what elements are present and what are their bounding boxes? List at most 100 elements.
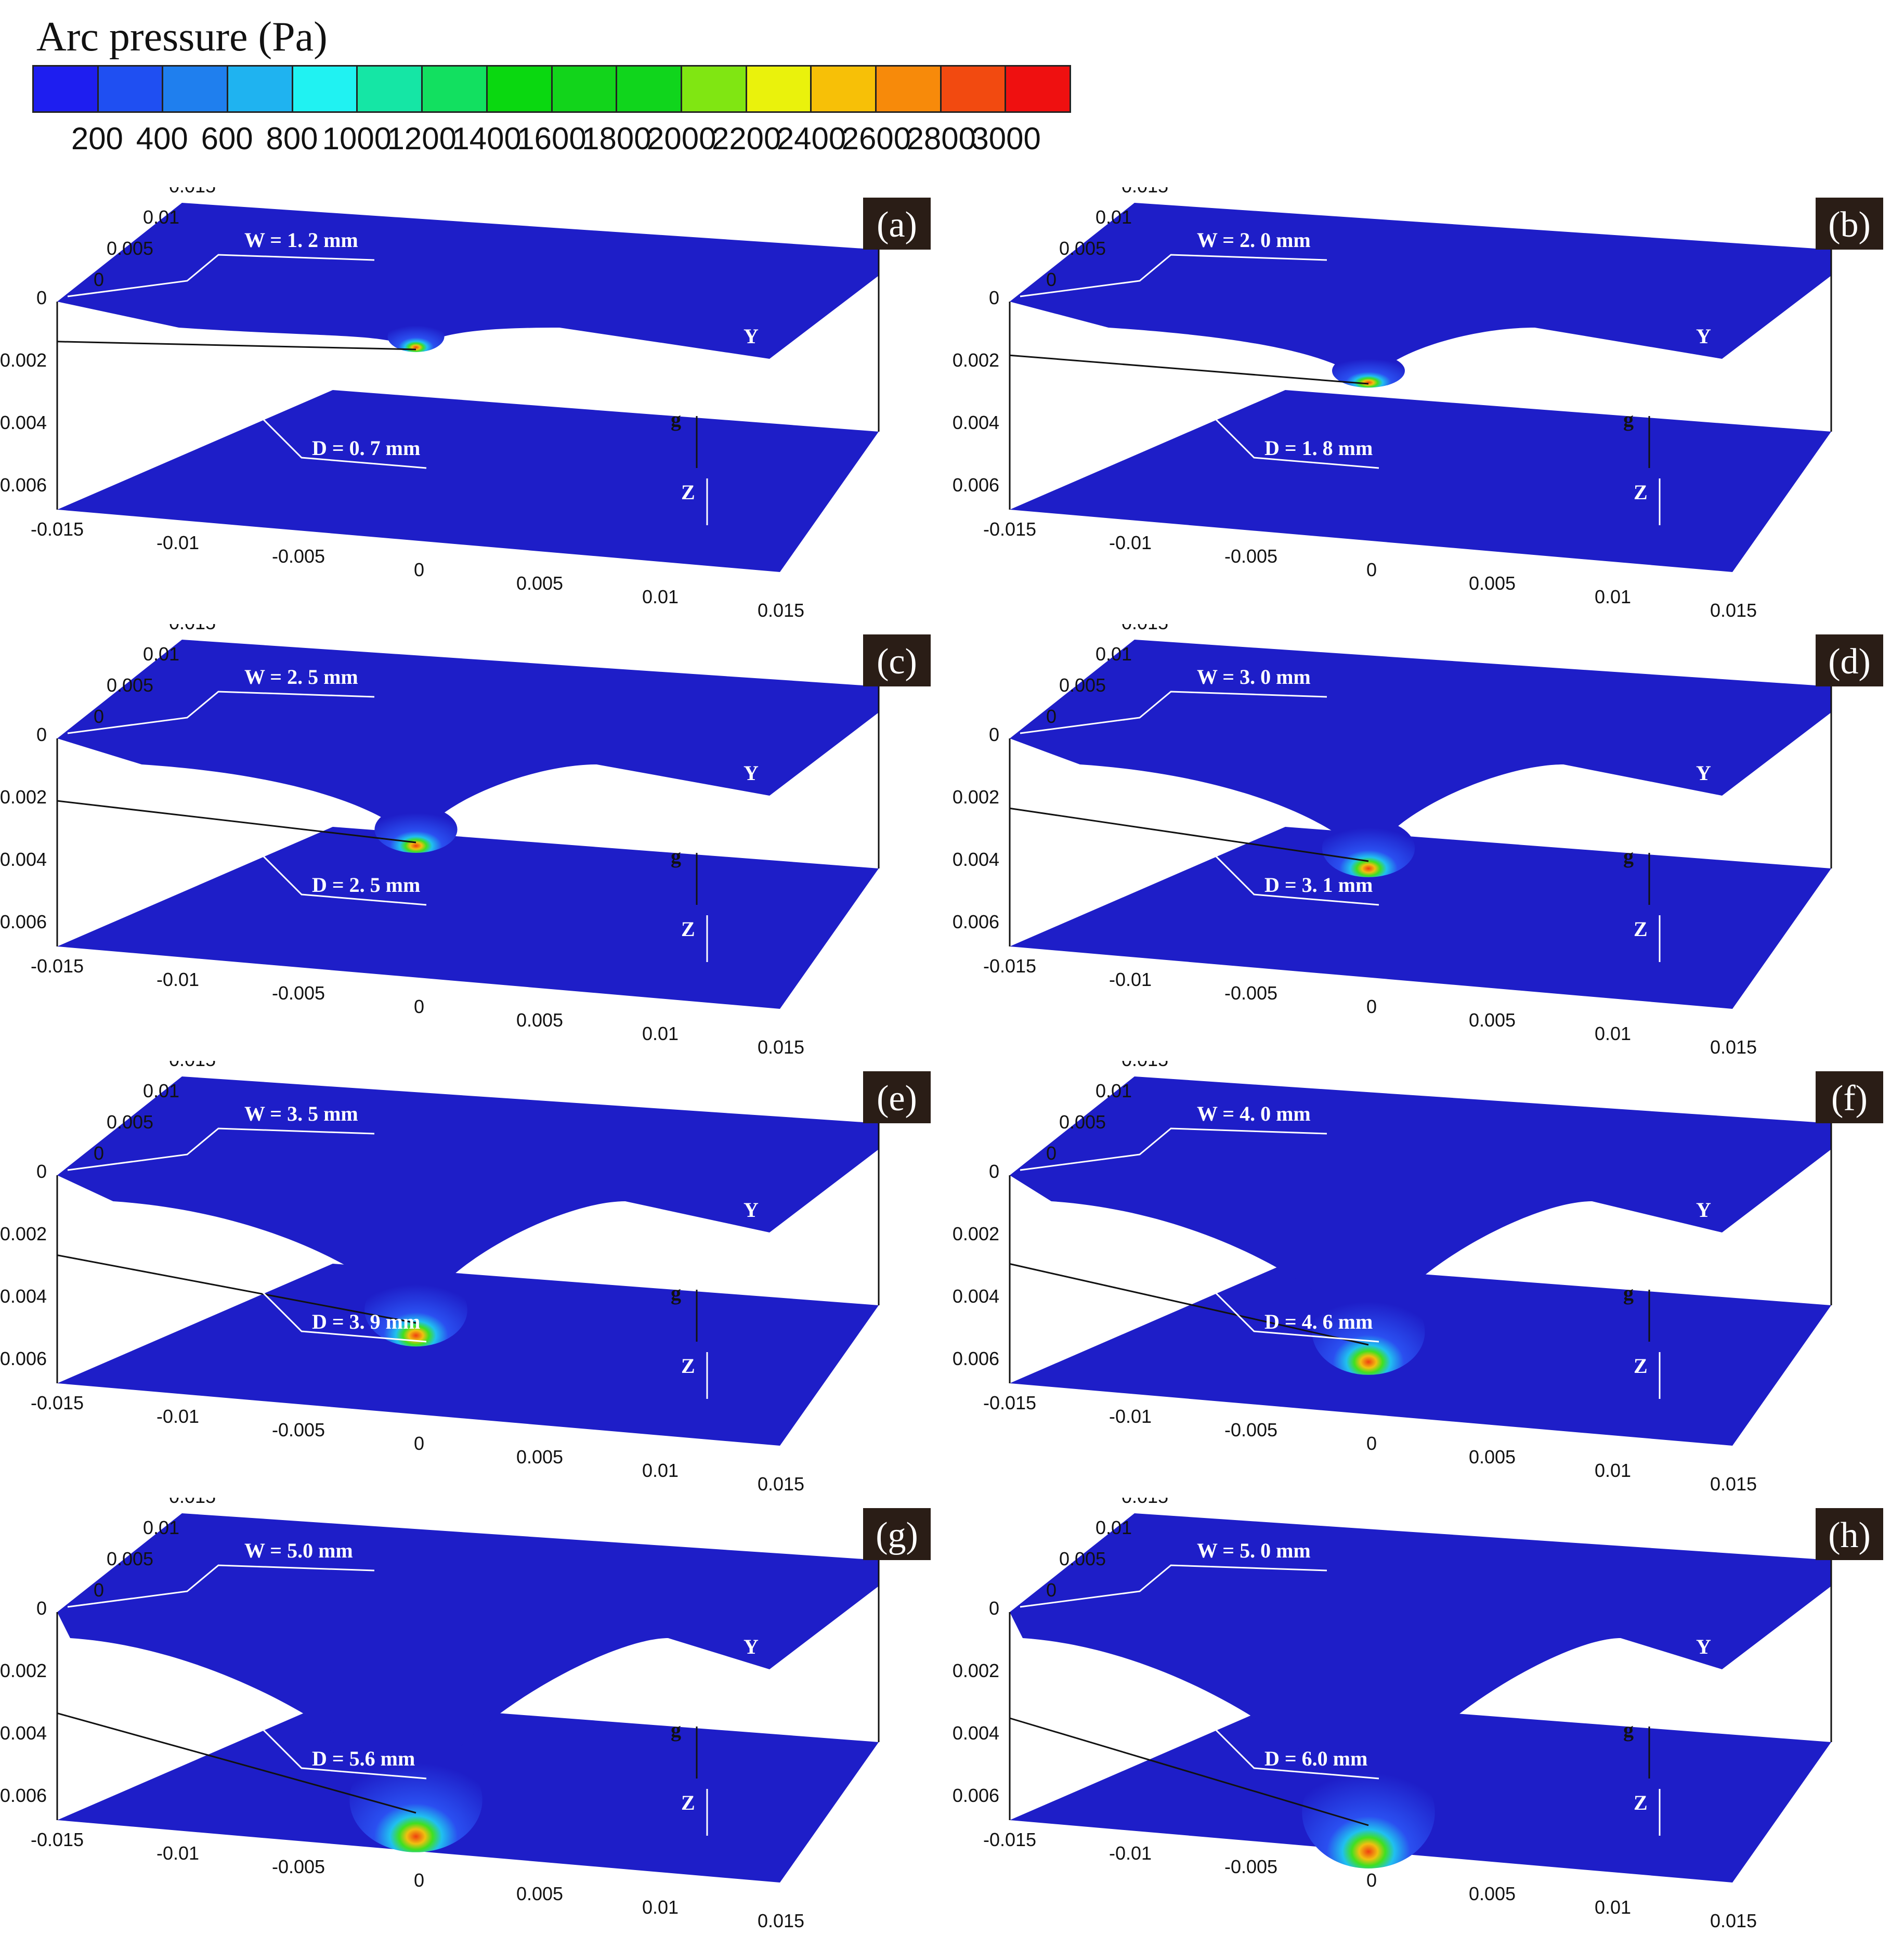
x-tick-label: -0.01 <box>157 1406 199 1427</box>
x-axis-arrow <box>707 1247 780 1254</box>
top-plane <box>1010 1513 1831 1825</box>
x-axis-arrow <box>1659 1684 1733 1691</box>
x-tick-label: -0.015 <box>31 518 84 540</box>
y-axis-arrow <box>1732 1653 1775 1691</box>
surface-plot: 0-0.002-0.004-0.006-0.015-0.01-0.00500.0… <box>953 1498 1883 1931</box>
keyhole-tip <box>1322 819 1415 877</box>
depth-line <box>1009 807 1369 862</box>
colorbar-cell <box>1006 67 1070 111</box>
gravity-label: g <box>1623 408 1634 431</box>
colorbar <box>32 65 1071 113</box>
depth-leader <box>1201 1715 1379 1780</box>
colorbar-tick-label: 2800 <box>906 121 976 156</box>
colorbar-tick-label: 2000 <box>647 121 716 156</box>
width-leader <box>67 1564 375 1608</box>
z-tick-label: 0 <box>989 724 999 745</box>
x-tick-label: -0.005 <box>272 546 325 567</box>
z-tick-label: -0.002 <box>0 349 47 371</box>
y-tick-label: 0.01 <box>1096 1517 1132 1538</box>
x-tick-label: 0.01 <box>1595 1897 1631 1918</box>
depth-line <box>1009 354 1369 385</box>
bottom-plane <box>57 390 879 572</box>
y-tick-label: 0 <box>1046 1579 1057 1601</box>
surface-plot: 0-0.002-0.004-0.006-0.015-0.01-0.00500.0… <box>0 187 931 621</box>
z-tick-label: -0.002 <box>0 1223 47 1244</box>
panel-label-box <box>1816 1071 1883 1123</box>
x-tick-label: -0.01 <box>157 532 199 553</box>
x-axis-label: X <box>686 1666 701 1690</box>
y-axis-arrow <box>779 1653 822 1691</box>
y-tick-label: 0.005 <box>1059 238 1106 259</box>
gravity-label: g <box>671 1281 681 1305</box>
panel-label: (b) <box>1828 205 1871 245</box>
y-tick-label: 0.01 <box>1096 206 1132 228</box>
y-axis-label: Y <box>1696 324 1711 348</box>
x-tick-label: 0 <box>1366 1433 1377 1454</box>
y-tick-label: 0.005 <box>1059 674 1106 696</box>
x-tick-label: 0.01 <box>1595 586 1631 607</box>
keyhole-tip <box>364 1273 467 1347</box>
y-tick-label: 0 <box>1046 706 1057 727</box>
colorbar-cell <box>617 67 682 111</box>
panel-label: (f) <box>1831 1079 1868 1119</box>
y-axis-label: Y <box>744 324 759 348</box>
colorbar-tick-label: 1600 <box>517 121 586 156</box>
y-tick-label: 0.015 <box>1121 1498 1168 1507</box>
colorbar-tick-label: 800 <box>266 121 318 156</box>
colorbar-cell <box>487 67 553 111</box>
width-leader <box>67 1127 375 1171</box>
z-tick-label: -0.006 <box>0 474 47 496</box>
z-tick-label: -0.002 <box>953 786 999 808</box>
x-tick-label: -0.005 <box>1224 1419 1277 1440</box>
panel-label-box <box>1816 198 1883 250</box>
z-tick-label: -0.004 <box>953 849 999 870</box>
width-label: W = 3. 5 mm <box>244 1102 358 1125</box>
z-tick-label: -0.006 <box>0 1785 47 1806</box>
x-tick-label: 0.015 <box>1710 1036 1757 1058</box>
z-tick-label: -0.002 <box>953 349 999 371</box>
x-tick-label: 0 <box>414 559 424 580</box>
z-tick-label: 0 <box>36 1161 47 1182</box>
z-axis-label: Z <box>681 917 695 941</box>
x-tick-label: -0.005 <box>272 982 325 1004</box>
depth-leader <box>249 841 427 906</box>
x-tick-label: -0.01 <box>1109 969 1152 990</box>
width-label: W = 3. 0 mm <box>1197 665 1311 689</box>
x-tick-label: -0.015 <box>983 1392 1036 1413</box>
z-tick-label: -0.004 <box>0 1286 47 1307</box>
width-leader <box>1020 691 1327 734</box>
x-tick-label: 0.015 <box>1710 1910 1757 1931</box>
x-tick-label: 0 <box>1366 996 1377 1017</box>
y-tick-label: 0.015 <box>1121 187 1168 197</box>
x-tick-label: 0.015 <box>1710 600 1757 621</box>
y-tick-label: 0 <box>94 269 104 290</box>
width-leader <box>67 254 375 297</box>
z-axis-label: Z <box>1634 1791 1648 1814</box>
panel-label: (e) <box>877 1079 917 1119</box>
weld-pool-panel: 0-0.002-0.004-0.006-0.015-0.01-0.00500.0… <box>953 624 1904 1061</box>
top-plane <box>1010 1076 1831 1345</box>
y-tick-label: 0 <box>94 706 104 727</box>
bottom-plane <box>1010 390 1831 572</box>
top-plane <box>57 640 879 842</box>
width-leader <box>67 691 375 734</box>
weld-pool-panel: 0-0.002-0.004-0.006-0.015-0.01-0.00500.0… <box>0 187 951 624</box>
y-tick-label: 0.005 <box>107 1548 153 1569</box>
x-tick-label: -0.015 <box>31 1829 84 1850</box>
x-tick-label: -0.005 <box>272 1419 325 1440</box>
x-tick-label: 0.015 <box>758 1036 804 1058</box>
x-axis-label: X <box>1639 356 1654 379</box>
z-axis-label: Z <box>1634 481 1648 504</box>
top-plane <box>1010 640 1831 861</box>
y-tick-label: 0.005 <box>1059 1111 1106 1133</box>
depth-label: D = 3. 9 mm <box>312 1310 420 1333</box>
surface-plot: 0-0.002-0.004-0.006-0.015-0.01-0.00500.0… <box>0 624 931 1058</box>
x-axis-label: X <box>686 356 701 379</box>
y-tick-label: 0.01 <box>143 1517 179 1538</box>
x-tick-label: -0.005 <box>1224 546 1277 567</box>
weld-pool-panel: 0-0.002-0.004-0.006-0.015-0.01-0.00500.0… <box>953 1061 1904 1498</box>
depth-leader <box>1201 1278 1379 1343</box>
panel-label: (d) <box>1828 642 1871 682</box>
keyhole-tip <box>1332 354 1405 388</box>
z-tick-label: 0 <box>36 1598 47 1619</box>
